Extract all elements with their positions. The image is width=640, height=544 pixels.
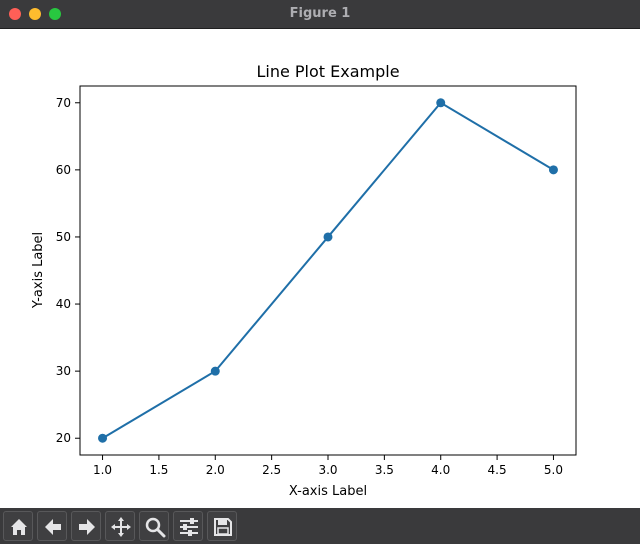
data-point: [210, 366, 220, 376]
y-tick-label: 70: [56, 96, 71, 110]
y-tick-label: 30: [56, 364, 71, 378]
chart-title: Line Plot Example: [256, 62, 399, 81]
y-tick-label: 50: [56, 230, 71, 244]
configure-subplots-icon: [180, 518, 198, 536]
figure-canvas[interactable]: 1.0 1.5 2.0 2.5 3.0 3.5 4.0 4.5 5.0 20 30 40 50 60 70 …: [0, 29, 640, 508]
minimize-window-button[interactable]: [29, 8, 41, 20]
navigation-toolbar: [0, 508, 640, 544]
data-point: [323, 232, 333, 242]
forward-icon: [79, 519, 95, 535]
home-button[interactable]: [3, 511, 33, 541]
x-tick-label: 2.5: [262, 463, 281, 477]
x-tick-label: 2.0: [206, 463, 225, 477]
data-point: [436, 98, 446, 108]
x-axis-label: X-axis Label: [289, 484, 367, 499]
save-icon: [214, 518, 232, 536]
plot-area: [79, 85, 577, 456]
configure-subplots-button[interactable]: [173, 511, 203, 541]
data-point: [548, 165, 558, 175]
zoom-button[interactable]: [139, 511, 169, 541]
back-icon: [45, 519, 61, 535]
pan-icon: [111, 517, 131, 537]
x-tick-label: 3.5: [375, 463, 394, 477]
save-button[interactable]: [207, 511, 237, 541]
x-tick-label: 5.0: [544, 463, 563, 477]
title-bar: Figure 1: [0, 0, 640, 29]
zoom-icon: [145, 517, 166, 538]
line-chart: 1.0 1.5 2.0 2.5 3.0 3.5 4.0 4.5 5.0203040506070 …: [31, 62, 577, 499]
back-button[interactable]: [37, 511, 67, 541]
pan-button[interactable]: [105, 511, 135, 541]
x-tick-label: 4.5: [488, 463, 507, 477]
data-point: [98, 433, 108, 443]
home-icon: [11, 519, 27, 535]
x-tick-label: 4.0: [431, 463, 450, 477]
y-tick-label: 60: [56, 163, 71, 177]
window-title: Figure 1: [289, 6, 351, 21]
x-tick-label: 3.0: [318, 463, 337, 477]
y-axis-label: Y-axis Label: [31, 232, 46, 309]
x-tick-label: 1.5: [149, 463, 168, 477]
x-tick-label: 1.0: [93, 463, 112, 477]
close-window-button[interactable]: [9, 8, 21, 20]
forward-button[interactable]: [71, 511, 101, 541]
y-tick-label: 40: [56, 297, 71, 311]
maximize-window-button[interactable]: [49, 8, 61, 20]
y-tick-label: 20: [56, 431, 71, 445]
